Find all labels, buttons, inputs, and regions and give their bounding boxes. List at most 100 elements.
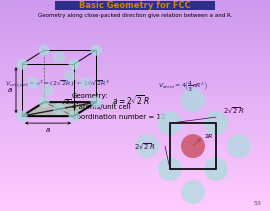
Polygon shape [0, 0, 270, 4]
Polygon shape [0, 183, 270, 186]
Polygon shape [0, 92, 270, 95]
Polygon shape [0, 127, 270, 130]
Circle shape [53, 51, 65, 63]
Circle shape [69, 59, 79, 70]
Polygon shape [0, 120, 270, 123]
Polygon shape [0, 28, 270, 32]
Text: 4 atoms/unit cell: 4 atoms/unit cell [72, 104, 131, 110]
Polygon shape [0, 57, 270, 60]
Polygon shape [0, 25, 270, 28]
FancyBboxPatch shape [55, 1, 215, 10]
Circle shape [181, 180, 205, 204]
Polygon shape [0, 46, 270, 49]
Circle shape [135, 134, 159, 158]
Polygon shape [0, 99, 270, 102]
Polygon shape [0, 123, 270, 127]
Polygon shape [0, 200, 270, 204]
Text: $a = 2\sqrt{2}\,R$: $a = 2\sqrt{2}\,R$ [112, 93, 150, 107]
Circle shape [69, 111, 79, 122]
Polygon shape [0, 39, 270, 42]
Polygon shape [0, 197, 270, 200]
Polygon shape [0, 106, 270, 109]
Text: $V_{\mathit{atom}} = 4\!\left(\dfrac{4}{3}\pi R^2\right)$: $V_{\mathit{atom}} = 4\!\left(\dfrac{4}{… [158, 79, 208, 93]
Polygon shape [0, 53, 270, 57]
Polygon shape [0, 35, 270, 39]
Polygon shape [0, 60, 270, 64]
Circle shape [16, 111, 28, 122]
Polygon shape [0, 162, 270, 165]
Circle shape [90, 97, 102, 108]
Circle shape [204, 157, 228, 181]
Polygon shape [0, 193, 270, 197]
Polygon shape [0, 190, 270, 193]
Polygon shape [0, 155, 270, 158]
Polygon shape [0, 81, 270, 85]
Text: $2R$: $2R$ [204, 132, 214, 140]
Polygon shape [0, 137, 270, 141]
Polygon shape [0, 18, 270, 21]
Polygon shape [0, 176, 270, 179]
Circle shape [79, 77, 91, 89]
Circle shape [90, 45, 102, 56]
Circle shape [181, 88, 205, 112]
Polygon shape [0, 7, 270, 11]
Text: $V_{\mathit{unit\_cell}} = a^3 = (2\sqrt{2}R)^3 = 16\sqrt{2}R^3$: $V_{\mathit{unit\_cell}} = a^3 = (2\sqrt… [5, 79, 110, 89]
Polygon shape [0, 141, 270, 144]
Polygon shape [0, 64, 270, 67]
Polygon shape [0, 102, 270, 106]
Polygon shape [0, 42, 270, 46]
Polygon shape [0, 74, 270, 77]
Polygon shape [0, 88, 270, 92]
Text: Coordination number = 12: Coordination number = 12 [72, 114, 165, 120]
Circle shape [39, 45, 49, 56]
Circle shape [158, 111, 182, 135]
Polygon shape [0, 67, 270, 70]
Circle shape [227, 134, 251, 158]
Circle shape [53, 103, 65, 115]
Polygon shape [0, 130, 270, 134]
Text: $2\sqrt{2}R$: $2\sqrt{2}R$ [223, 105, 245, 115]
Text: Basic Geometry for FCC: Basic Geometry for FCC [79, 1, 191, 10]
Polygon shape [0, 77, 270, 81]
Polygon shape [0, 158, 270, 162]
Circle shape [39, 97, 49, 108]
Polygon shape [0, 148, 270, 151]
Polygon shape [0, 172, 270, 176]
Polygon shape [0, 186, 270, 190]
Polygon shape [0, 49, 270, 53]
Polygon shape [0, 165, 270, 169]
Polygon shape [0, 95, 270, 99]
Polygon shape [0, 14, 270, 18]
Text: $a$: $a$ [7, 86, 13, 94]
Polygon shape [0, 70, 270, 74]
Text: $2\sqrt{2}R$: $2\sqrt{2}R$ [134, 141, 155, 151]
Polygon shape [0, 179, 270, 183]
Text: $\sqrt{2}a\!\!=\!\!v$: $\sqrt{2}a\!\!=\!\!v$ [61, 97, 81, 106]
Polygon shape [0, 144, 270, 148]
Circle shape [27, 77, 39, 89]
Polygon shape [0, 151, 270, 155]
Circle shape [158, 157, 182, 181]
Polygon shape [22, 102, 96, 116]
Circle shape [16, 59, 28, 70]
Polygon shape [0, 21, 270, 25]
Text: Geometry along close-packed direction give relation between a and R.: Geometry along close-packed direction gi… [38, 13, 232, 18]
Circle shape [64, 70, 76, 82]
Polygon shape [0, 113, 270, 116]
Polygon shape [0, 204, 270, 207]
Polygon shape [0, 109, 270, 113]
Polygon shape [0, 169, 270, 172]
Text: Geometry:: Geometry: [72, 93, 109, 99]
Circle shape [204, 111, 228, 135]
Polygon shape [0, 207, 270, 211]
Text: 53: 53 [253, 201, 261, 206]
Polygon shape [0, 85, 270, 88]
Polygon shape [0, 32, 270, 35]
Polygon shape [0, 11, 270, 14]
Polygon shape [0, 116, 270, 120]
Polygon shape [0, 134, 270, 137]
Polygon shape [0, 4, 270, 7]
Text: $a$: $a$ [45, 126, 51, 134]
Circle shape [42, 84, 54, 96]
Circle shape [181, 134, 205, 158]
